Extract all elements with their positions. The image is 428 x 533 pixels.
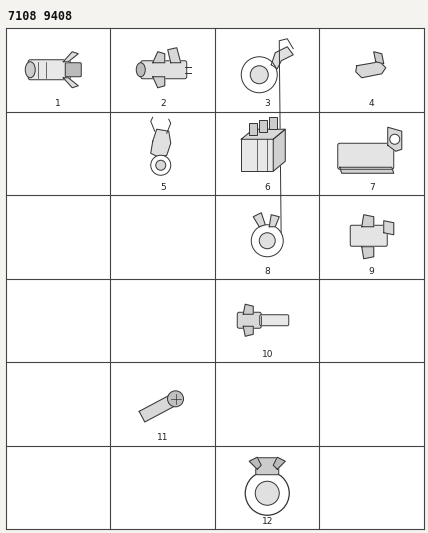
Bar xyxy=(319,446,424,529)
FancyBboxPatch shape xyxy=(65,63,81,77)
Text: 5: 5 xyxy=(160,183,166,192)
Bar xyxy=(215,446,319,529)
Polygon shape xyxy=(388,127,402,151)
Circle shape xyxy=(250,66,268,84)
FancyBboxPatch shape xyxy=(28,60,70,80)
Polygon shape xyxy=(153,52,165,63)
Bar xyxy=(215,111,319,195)
Polygon shape xyxy=(273,129,285,171)
FancyBboxPatch shape xyxy=(256,458,279,475)
Polygon shape xyxy=(356,62,386,78)
Bar xyxy=(110,111,215,195)
Text: 6: 6 xyxy=(265,183,270,192)
Bar xyxy=(6,362,110,446)
FancyBboxPatch shape xyxy=(241,139,273,171)
Bar xyxy=(110,362,215,446)
Polygon shape xyxy=(269,215,279,227)
Bar xyxy=(215,195,319,279)
Text: 10: 10 xyxy=(262,350,273,359)
Bar xyxy=(319,279,424,362)
Circle shape xyxy=(167,391,184,407)
Text: 11: 11 xyxy=(157,433,169,442)
Polygon shape xyxy=(139,393,178,422)
Bar xyxy=(6,279,110,362)
Polygon shape xyxy=(273,457,285,469)
Polygon shape xyxy=(153,77,165,88)
Bar xyxy=(319,362,424,446)
Bar xyxy=(110,279,215,362)
Circle shape xyxy=(156,160,166,170)
FancyBboxPatch shape xyxy=(237,312,261,328)
Bar xyxy=(319,111,424,195)
Ellipse shape xyxy=(136,63,145,77)
FancyBboxPatch shape xyxy=(338,143,394,169)
Circle shape xyxy=(255,481,279,505)
Text: 4: 4 xyxy=(369,100,374,109)
Text: 1: 1 xyxy=(55,100,61,109)
Bar xyxy=(215,362,319,446)
Bar xyxy=(6,28,110,111)
Text: 8: 8 xyxy=(265,266,270,276)
Polygon shape xyxy=(362,247,374,259)
Polygon shape xyxy=(151,129,171,157)
Circle shape xyxy=(251,225,283,257)
Bar xyxy=(110,195,215,279)
Ellipse shape xyxy=(25,62,35,78)
Polygon shape xyxy=(241,129,285,139)
Polygon shape xyxy=(63,52,78,62)
Polygon shape xyxy=(271,47,293,69)
Text: 12: 12 xyxy=(262,517,273,526)
Bar xyxy=(6,446,110,529)
Circle shape xyxy=(390,134,400,144)
Bar xyxy=(110,28,215,111)
FancyBboxPatch shape xyxy=(141,61,187,79)
Bar xyxy=(215,279,319,362)
FancyBboxPatch shape xyxy=(259,119,267,132)
Polygon shape xyxy=(384,221,394,235)
FancyBboxPatch shape xyxy=(260,315,289,326)
Bar xyxy=(110,446,215,529)
Polygon shape xyxy=(374,52,384,64)
Polygon shape xyxy=(340,167,394,173)
Bar xyxy=(6,111,110,195)
Text: 9: 9 xyxy=(369,266,374,276)
FancyBboxPatch shape xyxy=(350,225,387,246)
Circle shape xyxy=(259,233,275,249)
Text: 3: 3 xyxy=(265,100,270,109)
Bar xyxy=(215,28,319,111)
Circle shape xyxy=(245,471,289,515)
Polygon shape xyxy=(249,457,261,469)
Polygon shape xyxy=(362,215,374,227)
Text: 7: 7 xyxy=(369,183,374,192)
Bar xyxy=(319,28,424,111)
Circle shape xyxy=(241,56,277,93)
Polygon shape xyxy=(63,78,78,88)
Polygon shape xyxy=(253,213,265,227)
Text: 7108 9408: 7108 9408 xyxy=(8,10,72,23)
Circle shape xyxy=(151,155,171,175)
Bar xyxy=(319,195,424,279)
Polygon shape xyxy=(243,326,253,336)
FancyBboxPatch shape xyxy=(269,117,277,128)
Text: 2: 2 xyxy=(160,100,166,109)
Bar xyxy=(6,195,110,279)
Polygon shape xyxy=(168,48,181,63)
FancyBboxPatch shape xyxy=(249,123,257,135)
Polygon shape xyxy=(243,304,253,314)
